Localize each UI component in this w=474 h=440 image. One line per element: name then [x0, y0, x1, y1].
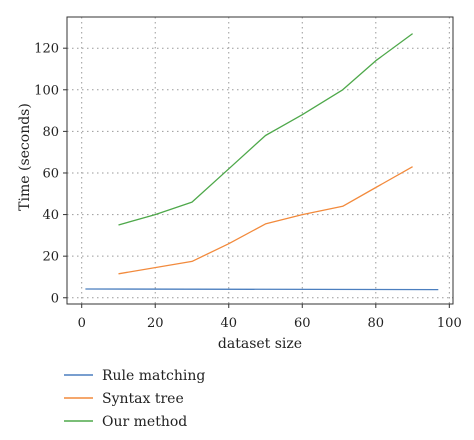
grid-lines — [67, 17, 453, 304]
x-tick-label: 80 — [368, 316, 385, 331]
y-tick-label: 100 — [34, 83, 59, 98]
x-tick-label: 0 — [78, 316, 86, 331]
x-axis-label: dataset size — [218, 336, 302, 352]
legend-label-syntax-tree: Syntax tree — [102, 391, 184, 407]
y-tick-label: 20 — [42, 250, 59, 265]
x-tick-label: 100 — [437, 316, 462, 331]
x-tick-label: 60 — [294, 316, 311, 331]
y-tick-label: 80 — [42, 125, 59, 140]
legend: Rule matching Syntax tree Our method — [64, 368, 205, 430]
x-tick-label: 20 — [147, 316, 164, 331]
y-tick-label: 40 — [42, 208, 59, 223]
y-tick-label: 60 — [42, 166, 59, 181]
series-line-rule-matching — [85, 288, 439, 291]
series-line-syntax-tree — [118, 166, 413, 275]
legend-label-rule-matching: Rule matching — [102, 368, 205, 384]
plot-frame — [66, 16, 454, 305]
y-axis-ticks: 0 20 40 60 80 100 120 — [34, 42, 67, 306]
x-tick-label: 40 — [220, 316, 237, 331]
y-tick-label: 120 — [34, 42, 59, 57]
y-tick-label: 0 — [51, 291, 59, 306]
y-axis-label: Time (seconds) — [17, 103, 33, 211]
x-axis-ticks: 0 20 40 60 80 100 — [78, 304, 462, 331]
legend-label-our-method: Our method — [102, 414, 187, 430]
series-lines — [85, 33, 439, 291]
series-line-our-method — [118, 33, 413, 226]
